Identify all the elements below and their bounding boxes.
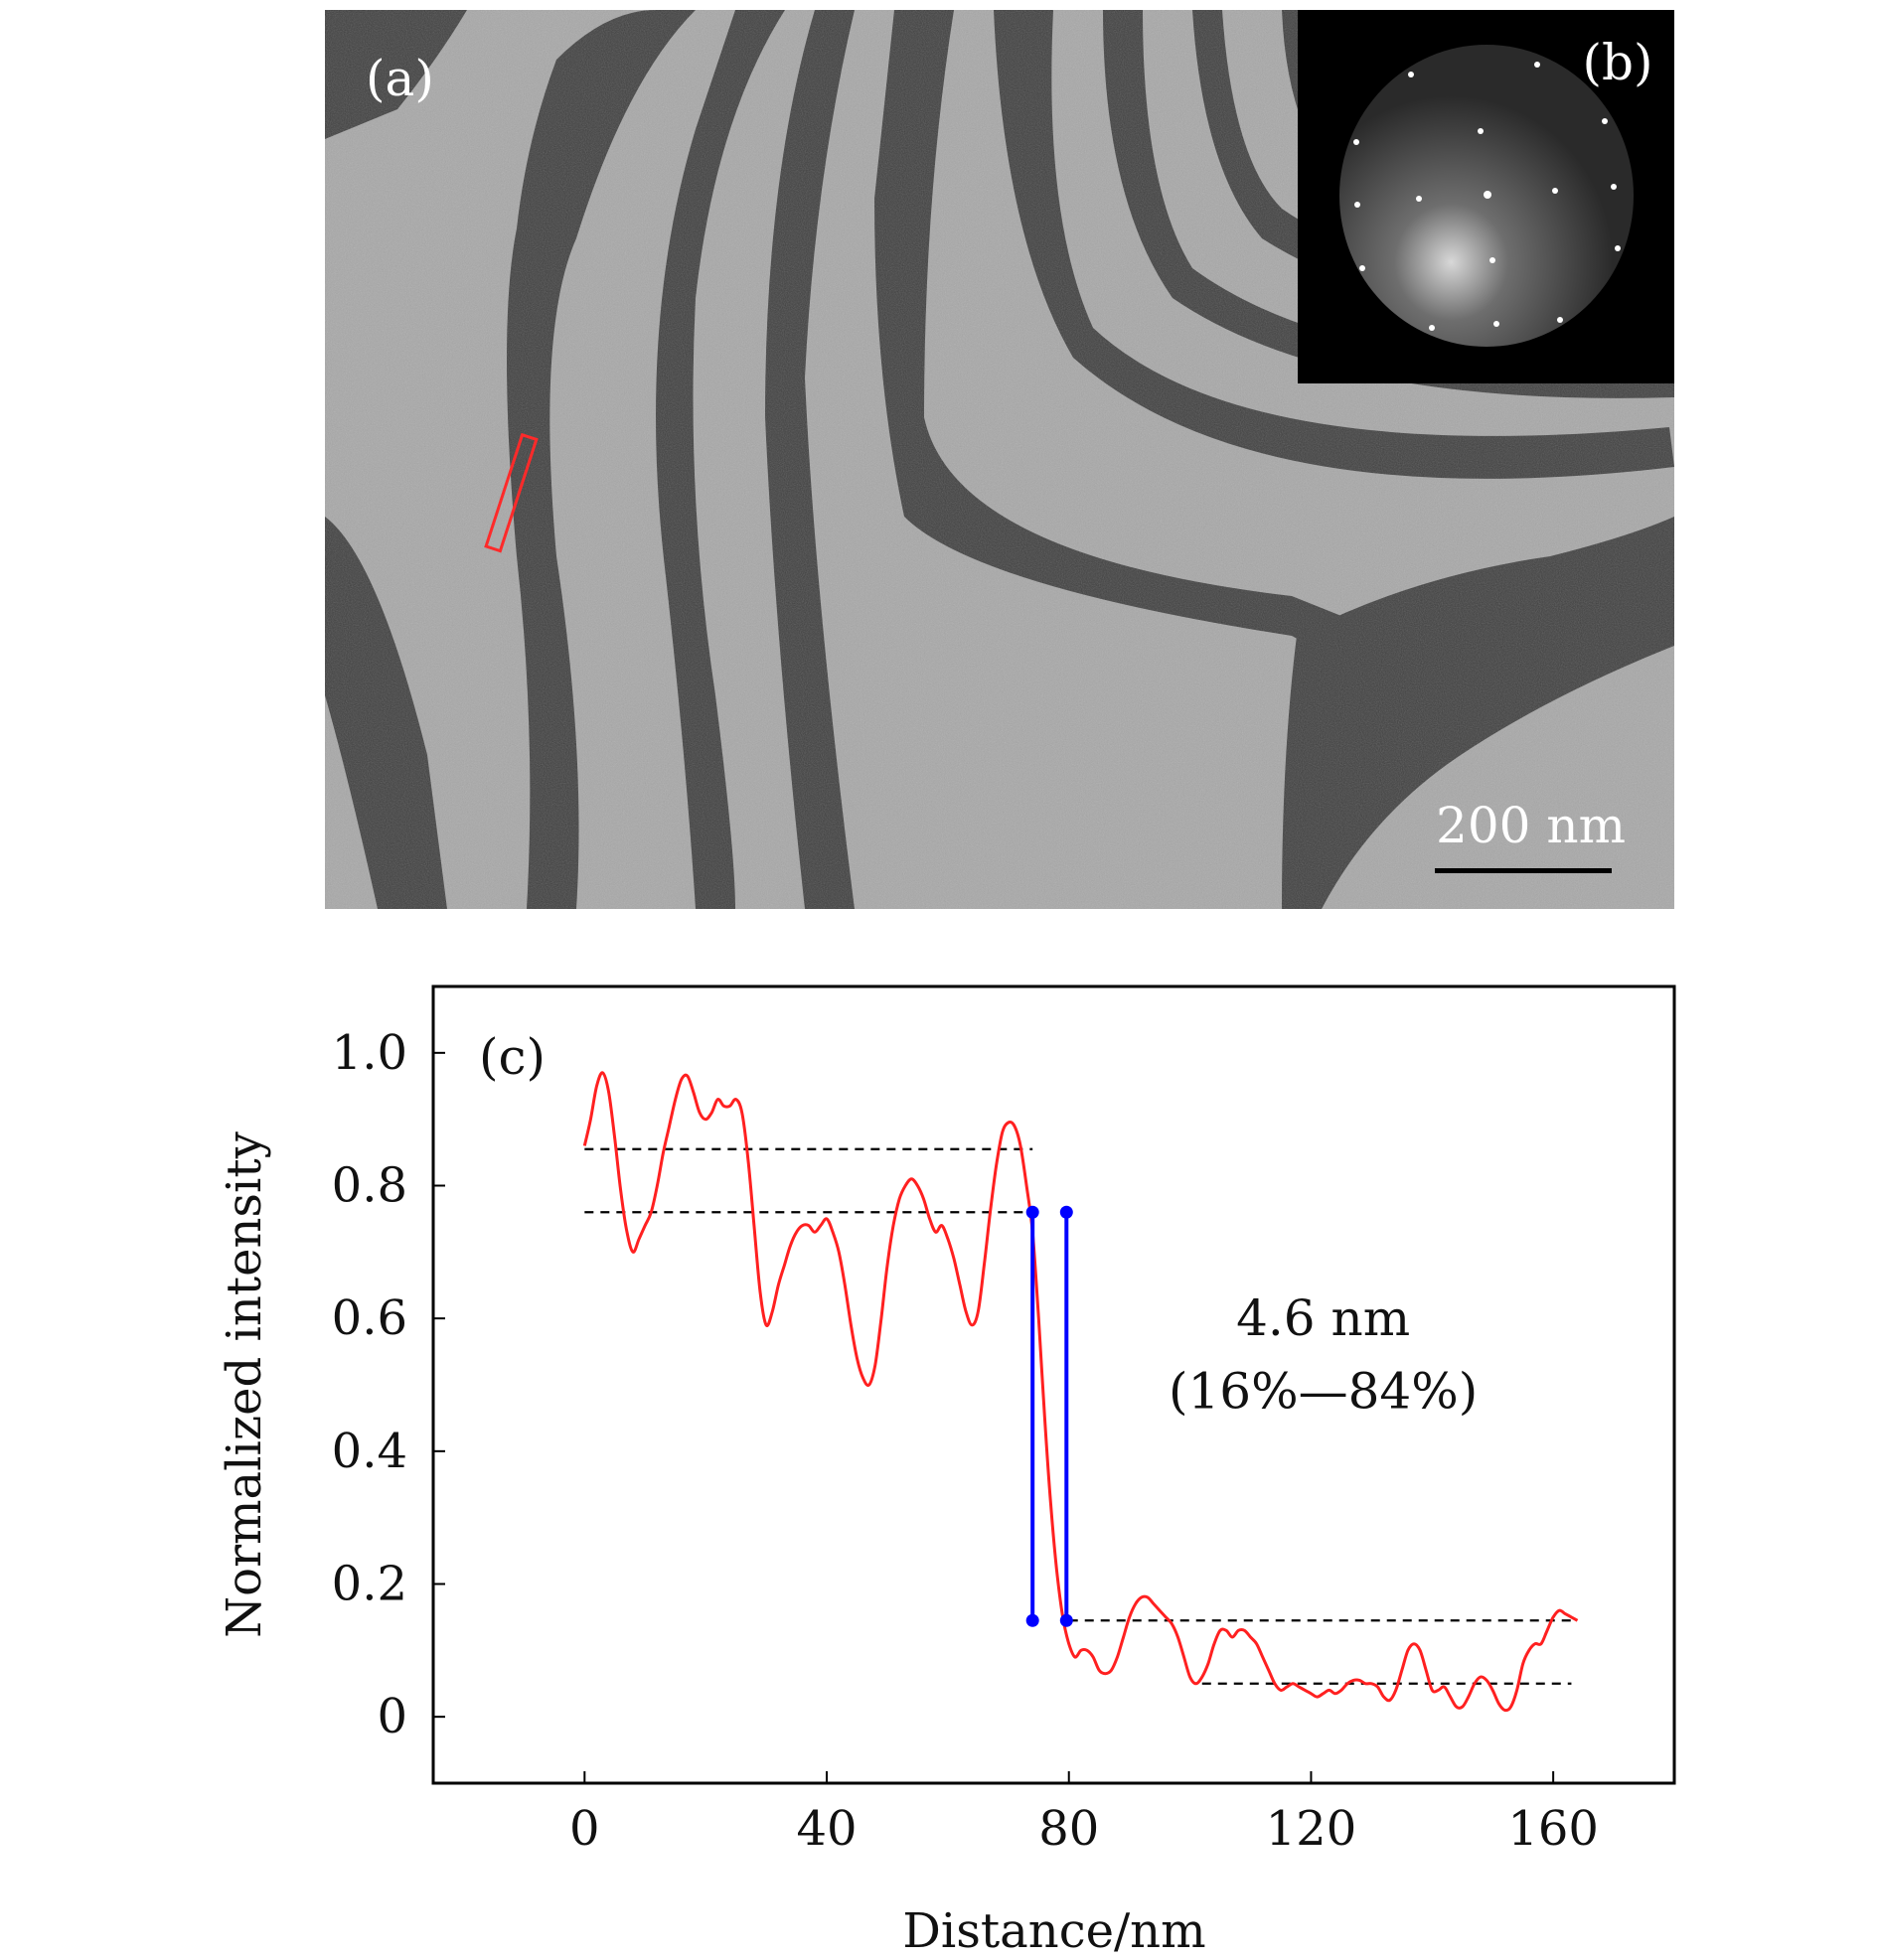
reference-lines bbox=[584, 1147, 1572, 1685]
y-axis-label: Normalized intensity bbox=[217, 1131, 272, 1638]
annotations: 4.6 nm (16%—84%) bbox=[1169, 1289, 1478, 1421]
series-line-intensity bbox=[582, 1071, 1579, 1713]
y-tick-label: 0.6 bbox=[332, 1290, 407, 1346]
diffraction-spots bbox=[1353, 62, 1621, 331]
x-tick-label: 40 bbox=[796, 1801, 857, 1857]
x-tick-label: 120 bbox=[1266, 1801, 1357, 1857]
roi-box bbox=[484, 432, 539, 553]
width-annotation: 4.6 nm bbox=[1236, 1289, 1410, 1347]
panel-a-label: (a) bbox=[366, 50, 434, 107]
y-axis: 0 0.2 0.4 0.6 0.8 1.0 bbox=[332, 1025, 445, 1744]
y-tick-label: 0.4 bbox=[332, 1424, 407, 1479]
series-layer bbox=[582, 1071, 1579, 1713]
y-tick-label: 1.0 bbox=[332, 1025, 407, 1081]
panel-c-label: (c) bbox=[479, 1028, 546, 1086]
y-tick-label: 0.2 bbox=[332, 1557, 407, 1612]
marker-layer bbox=[1025, 1205, 1073, 1627]
panel-b-label: (b) bbox=[1582, 34, 1652, 91]
x-tick-label: 80 bbox=[1038, 1801, 1099, 1857]
plot-frame bbox=[431, 984, 1676, 1785]
x-tick-label: 160 bbox=[1507, 1801, 1599, 1857]
scale-bar bbox=[1435, 868, 1612, 873]
diffraction-inset-panel-b: (b) bbox=[1298, 10, 1674, 383]
intensity-profile-chart: 0 40 80 120 160 0 0.2 0.4 0.6 0.8 1.0 (c) 4.6 nm (… bbox=[217, 984, 1676, 1959]
x-tick-label: 0 bbox=[569, 1801, 600, 1857]
x-axis: 0 40 80 120 160 bbox=[569, 1771, 1599, 1857]
y-tick-label: 0.8 bbox=[332, 1158, 407, 1214]
width-marker-bottom-point bbox=[1025, 1613, 1039, 1627]
scale-bar-label: 200 nm bbox=[1436, 797, 1626, 854]
width-marker-top-point bbox=[1059, 1205, 1073, 1219]
width-marker-top-point bbox=[1025, 1205, 1039, 1219]
width-marker-bottom-point bbox=[1059, 1613, 1073, 1627]
y-tick-label: 0 bbox=[377, 1689, 407, 1744]
x-axis-label: Distance/nm bbox=[902, 1903, 1205, 1959]
range-annotation: (16%—84%) bbox=[1169, 1362, 1478, 1420]
